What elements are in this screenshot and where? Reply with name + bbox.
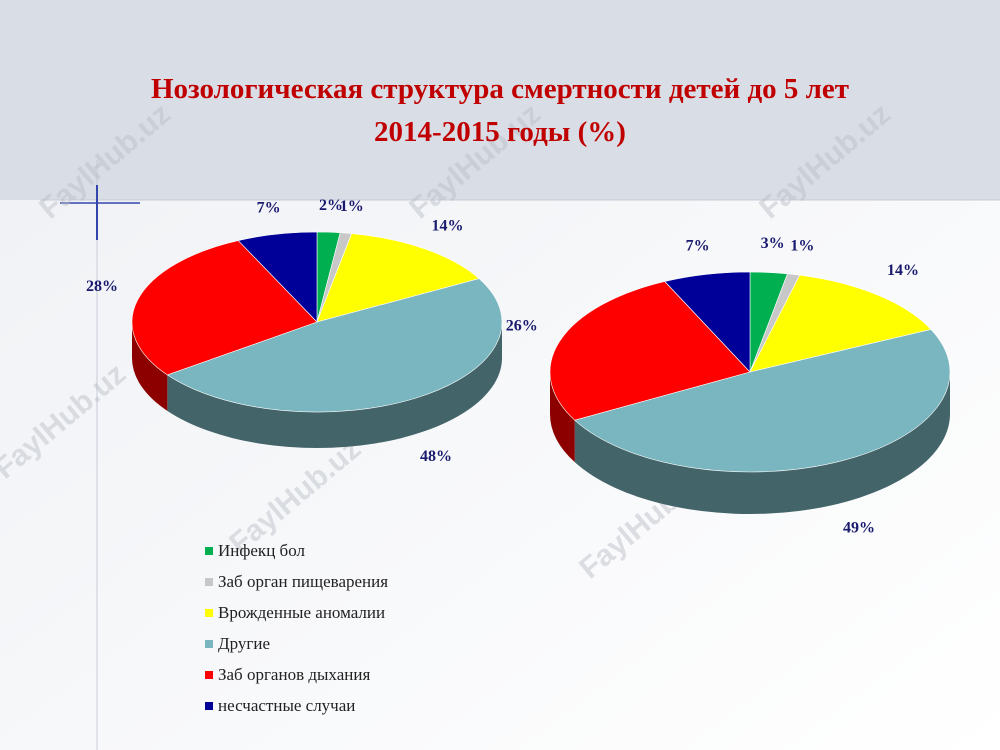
legend-swatch xyxy=(205,609,213,617)
charts: 2%1%14%48%28%7%3% 1%14%49%26%7%Инфекц бол… xyxy=(86,197,951,715)
title: Нозологическая структура смертности дете… xyxy=(151,73,849,105)
data-label: 14% xyxy=(887,262,919,279)
pie-slice xyxy=(574,329,951,473)
legend-label: Заб органов дыхания xyxy=(218,665,370,684)
legend-swatch xyxy=(205,547,213,555)
pie-slice xyxy=(316,233,480,323)
data-label: 28% xyxy=(86,278,118,295)
data-label: 1% xyxy=(340,198,364,215)
data-label: 1% xyxy=(790,238,814,255)
legend-swatch xyxy=(205,671,213,679)
pie-slice xyxy=(166,278,503,413)
legend-swatch xyxy=(205,640,213,648)
pie-slice xyxy=(131,240,318,376)
pie-slice xyxy=(664,271,751,373)
data-label: 48% xyxy=(420,448,452,465)
legend-label: Заб орган пищеварения xyxy=(218,572,388,591)
pie-side xyxy=(574,372,950,514)
pie-side xyxy=(167,322,503,448)
data-label: 26% xyxy=(506,318,538,335)
pie-slice xyxy=(749,274,932,373)
data-label: 14% xyxy=(431,217,463,234)
data-label: 3% xyxy=(761,235,785,252)
pie-slice xyxy=(237,231,318,323)
pie-side xyxy=(550,372,575,463)
legend-label: Врожденные аномалии xyxy=(218,603,385,622)
pie-side xyxy=(132,322,168,411)
legend-label: несчастные случаи xyxy=(218,696,355,715)
data-label: 7% xyxy=(686,238,710,255)
legend-label: Инфекц бол xyxy=(218,541,305,560)
pie-slice xyxy=(549,281,751,421)
data-label: 2% xyxy=(319,197,343,214)
header-band xyxy=(0,0,1000,200)
subtitle: 2014-2015 годы (%) xyxy=(374,116,626,148)
legend-label: Другие xyxy=(218,634,270,653)
legend-swatch xyxy=(205,702,213,710)
data-label: 7% xyxy=(257,199,281,216)
data-label: 49% xyxy=(843,520,875,537)
legend-swatch xyxy=(205,578,213,586)
